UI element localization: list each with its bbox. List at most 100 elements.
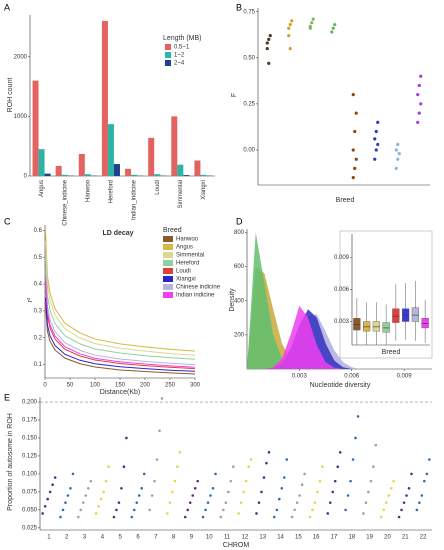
- y-tick-label: 400: [234, 298, 245, 304]
- point: [354, 111, 358, 115]
- point: [267, 451, 271, 454]
- y-tick-label: 0.050: [22, 507, 38, 513]
- point: [351, 93, 355, 97]
- bar: [183, 175, 190, 176]
- point: [397, 152, 401, 156]
- point: [104, 479, 108, 483]
- point: [249, 458, 253, 461]
- point: [338, 451, 342, 454]
- legend-title: Breed: [163, 227, 182, 234]
- x-tick-label: 11: [224, 535, 231, 541]
- point: [260, 490, 263, 494]
- panel-label: E: [4, 392, 10, 402]
- box: [353, 318, 361, 331]
- point: [346, 494, 350, 497]
- x-tick-label: 200: [140, 383, 151, 389]
- legend-swatch: [163, 260, 173, 266]
- point: [222, 508, 225, 512]
- legend-title: Length (MB): [163, 35, 202, 42]
- y-tick-label: 600: [234, 264, 245, 270]
- point: [277, 497, 281, 501]
- y-tick-label: 0.003: [334, 319, 350, 325]
- point: [367, 490, 370, 494]
- point: [71, 472, 75, 476]
- point: [166, 512, 169, 515]
- y-tick-label: 0.006: [334, 287, 350, 293]
- bar: [32, 80, 39, 176]
- y-tick-label: 0.150: [22, 436, 38, 442]
- point: [311, 17, 315, 21]
- x-tick-label: 100: [90, 383, 101, 389]
- x-tick-label: 7: [154, 535, 158, 541]
- y-tick-label: 2000: [14, 54, 28, 60]
- panel-label: A: [4, 2, 10, 12]
- point: [102, 490, 105, 494]
- point: [59, 515, 62, 519]
- point: [135, 501, 139, 504]
- point: [188, 501, 192, 504]
- point: [402, 501, 406, 504]
- point: [397, 515, 401, 519]
- point: [48, 490, 52, 494]
- point: [51, 483, 54, 487]
- x-tick-label: 6: [136, 535, 140, 541]
- point: [267, 37, 271, 41]
- point: [356, 415, 360, 418]
- bar: [194, 160, 201, 176]
- point: [171, 490, 174, 494]
- y-tick-label: 0.4: [34, 282, 43, 288]
- box: [421, 318, 429, 329]
- point: [376, 120, 380, 124]
- point: [268, 34, 272, 38]
- point: [46, 497, 49, 501]
- legend-swatch: [165, 60, 171, 66]
- x-tick-label: 12: [242, 535, 249, 541]
- point: [158, 429, 161, 433]
- point: [150, 494, 154, 497]
- point: [140, 487, 144, 490]
- legend-label: Loudi: [176, 269, 191, 275]
- point: [196, 479, 199, 483]
- point: [394, 148, 398, 152]
- bar: [78, 153, 85, 176]
- x-tick-label: 21: [402, 535, 409, 541]
- x-tick-label: 19: [366, 535, 373, 541]
- point: [224, 501, 228, 504]
- point: [354, 436, 357, 440]
- legend-swatch: [165, 52, 171, 58]
- point: [97, 504, 100, 508]
- point: [288, 22, 292, 27]
- y-axis-label: Proportion of autosome in ROH: [7, 413, 14, 511]
- point: [326, 512, 330, 515]
- point: [336, 465, 340, 469]
- point: [153, 479, 156, 483]
- x-axis-label: Distance(Kb): [100, 389, 140, 396]
- point: [416, 120, 420, 124]
- x-tick-label: 17: [331, 535, 338, 541]
- legend-swatch: [165, 44, 171, 50]
- point: [308, 26, 312, 30]
- point: [405, 494, 408, 497]
- point: [130, 515, 134, 519]
- point: [115, 508, 118, 512]
- point: [420, 494, 424, 497]
- point: [287, 26, 291, 30]
- point: [66, 494, 70, 497]
- point: [122, 465, 126, 469]
- point: [288, 46, 292, 51]
- point: [313, 501, 317, 504]
- y-tick-label: 800: [234, 230, 245, 236]
- point: [137, 494, 141, 497]
- point: [117, 501, 121, 504]
- bar: [61, 174, 68, 176]
- legend-swatch: [163, 276, 173, 282]
- point: [79, 508, 83, 512]
- point: [316, 490, 319, 494]
- point: [61, 508, 65, 512]
- legend-label: Simmental: [176, 253, 204, 259]
- x-tick-label: 13: [259, 535, 266, 541]
- point: [183, 515, 187, 519]
- box: [392, 308, 400, 323]
- point: [410, 472, 413, 476]
